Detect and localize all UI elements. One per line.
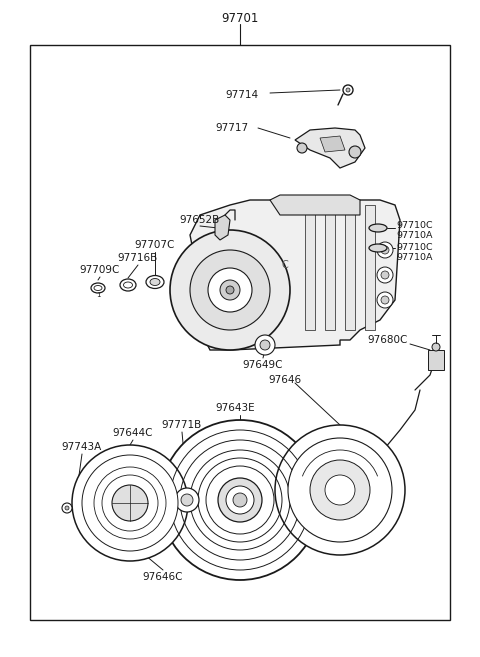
Circle shape: [255, 335, 275, 355]
Text: 97714: 97714: [225, 90, 258, 100]
Ellipse shape: [369, 224, 387, 232]
Circle shape: [381, 271, 389, 279]
Polygon shape: [295, 128, 365, 168]
Ellipse shape: [123, 282, 132, 288]
Text: 97710C: 97710C: [396, 242, 432, 252]
Text: 97652B: 97652B: [180, 215, 220, 225]
Polygon shape: [190, 200, 400, 350]
Text: 97743A: 97743A: [62, 442, 102, 452]
Circle shape: [310, 460, 370, 520]
Ellipse shape: [120, 279, 136, 291]
Circle shape: [381, 246, 389, 254]
Ellipse shape: [146, 275, 164, 288]
Circle shape: [170, 230, 290, 350]
Circle shape: [175, 488, 199, 512]
Circle shape: [297, 143, 307, 153]
Circle shape: [190, 250, 270, 330]
Text: 97646: 97646: [268, 375, 301, 385]
Circle shape: [343, 85, 353, 95]
Circle shape: [349, 146, 361, 158]
Text: 97701: 97701: [221, 12, 259, 24]
Polygon shape: [215, 215, 230, 240]
Text: 1: 1: [96, 292, 100, 298]
Polygon shape: [365, 205, 375, 330]
Polygon shape: [325, 205, 335, 330]
Text: 97644C: 97644C: [113, 428, 153, 438]
Circle shape: [181, 494, 193, 506]
Text: 97717: 97717: [215, 123, 248, 133]
Ellipse shape: [91, 283, 105, 293]
Circle shape: [377, 242, 393, 258]
Circle shape: [381, 296, 389, 304]
Circle shape: [432, 343, 440, 351]
Circle shape: [112, 485, 148, 521]
Circle shape: [226, 286, 234, 294]
Circle shape: [226, 486, 254, 514]
Circle shape: [325, 475, 355, 505]
Bar: [428, 350, 444, 370]
Text: 97680C: 97680C: [368, 335, 408, 345]
Text: 97649C: 97649C: [243, 360, 283, 370]
Text: 97710A: 97710A: [396, 252, 432, 261]
Polygon shape: [305, 205, 315, 330]
Text: 97643E: 97643E: [215, 403, 255, 413]
Circle shape: [220, 280, 240, 300]
Ellipse shape: [150, 279, 160, 286]
Circle shape: [218, 478, 262, 522]
Polygon shape: [320, 136, 345, 152]
Circle shape: [377, 267, 393, 283]
Text: 97716B: 97716B: [118, 253, 158, 263]
Polygon shape: [345, 205, 355, 330]
Circle shape: [377, 292, 393, 308]
Text: 97771B: 97771B: [162, 420, 202, 430]
Circle shape: [62, 503, 72, 513]
Circle shape: [82, 455, 178, 551]
Circle shape: [208, 268, 252, 312]
Text: 97646C: 97646C: [143, 572, 183, 582]
Circle shape: [260, 340, 270, 350]
Polygon shape: [270, 195, 360, 215]
Circle shape: [275, 425, 405, 555]
Text: 97709C: 97709C: [80, 265, 120, 275]
Text: 97707C: 97707C: [135, 240, 175, 250]
Circle shape: [288, 438, 392, 542]
Circle shape: [160, 420, 320, 580]
Bar: [30, 45, 450, 620]
Circle shape: [65, 506, 69, 510]
Circle shape: [233, 493, 247, 507]
Circle shape: [346, 88, 350, 92]
Ellipse shape: [94, 286, 102, 290]
Circle shape: [72, 445, 188, 561]
Text: C: C: [282, 260, 288, 270]
Text: 97710C: 97710C: [396, 221, 432, 229]
Text: 97710A: 97710A: [396, 231, 432, 240]
Ellipse shape: [369, 244, 387, 252]
